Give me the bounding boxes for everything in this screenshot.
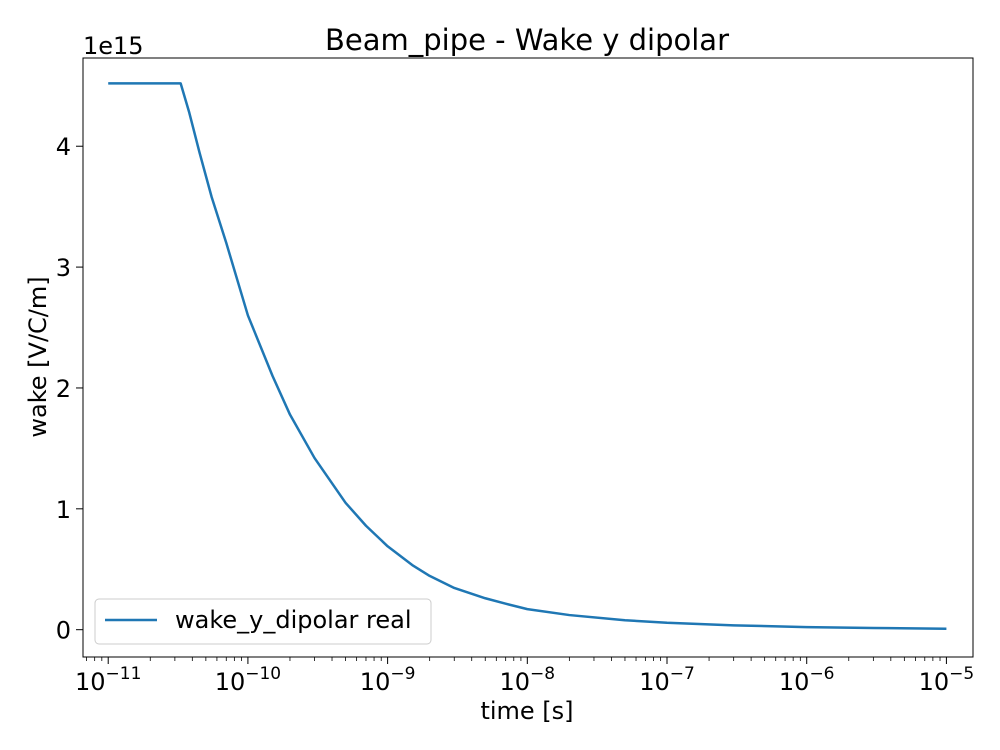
y-axis-offset-text: 1e15 <box>83 32 144 60</box>
legend-entry-label: wake_y_dipolar real <box>175 606 412 634</box>
y-axis-label: wake [V/C/m] <box>24 276 52 437</box>
y-tick-label: 2 <box>56 375 71 403</box>
series-layer <box>108 82 947 630</box>
series-line-0 <box>108 82 947 630</box>
y-tick-label: 3 <box>56 254 71 282</box>
x-axis-label: time [s] <box>480 697 573 725</box>
x-tick-label: 10−10 <box>215 664 281 696</box>
axis-ticks: 10−11 10−10 10−9 10−8 10−7 10−6 10−5 0 1 2 3 4 <box>56 133 974 696</box>
x-tick-label: 10−6 <box>779 664 835 696</box>
y-tick-label: 0 <box>56 617 71 645</box>
x-tick-label: 10−8 <box>500 664 556 696</box>
legend: wake_y_dipolar real <box>94 598 432 645</box>
plot-frame <box>82 57 974 658</box>
legend-box <box>94 598 432 645</box>
x-tick-label: 10−11 <box>75 664 141 696</box>
x-tick-label: 10−7 <box>639 664 695 696</box>
x-tick-label: 10−5 <box>919 664 975 696</box>
chart-title: Beam_pipe - Wake y dipolar <box>325 23 729 57</box>
y-tick-label: 1 <box>56 496 71 524</box>
y-tick-label: 4 <box>56 133 71 161</box>
x-tick-label: 10−9 <box>360 664 416 696</box>
